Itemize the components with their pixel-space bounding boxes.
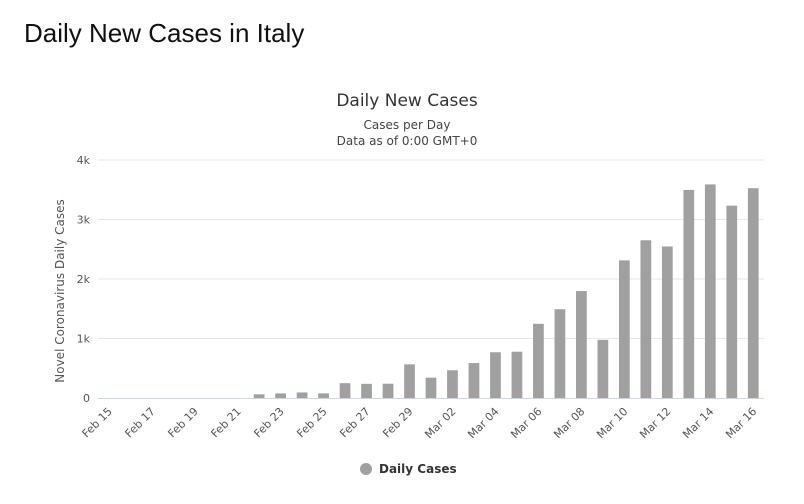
legend-label-daily-cases[interactable]: Daily Cases [379,462,457,476]
y-tick-label: 0 [83,392,90,405]
bar-mar-08[interactable] [576,291,587,398]
bar-feb-26[interactable] [339,383,351,398]
bar-mar-10[interactable] [618,260,630,398]
y-tick-label: 1k [77,333,91,346]
gridlines [98,159,764,339]
x-tick-label: Mar 14 [680,405,716,441]
bar-mar-05[interactable] [511,351,523,398]
x-tick-label: Mar 02 [422,405,458,441]
bar-mar-04[interactable] [490,352,501,398]
x-tick-label: Mar 12 [637,405,673,441]
y-tick-label: 2k [77,273,91,286]
x-tick-label: Feb 21 [208,405,243,440]
bar-mar-12[interactable] [661,246,673,398]
bars [253,184,759,398]
x-tick-label: Feb 27 [337,405,372,440]
bar-mar-16[interactable] [747,188,759,398]
y-tick-label: 4k [77,154,91,167]
bar-feb-27[interactable] [361,383,372,398]
bar-feb-28[interactable] [382,383,394,398]
x-tick-labels: Feb 15 Feb 17 Feb 19 Feb 21 Feb 23 Feb 25 Feb … [80,405,760,441]
bar-mar-09[interactable] [597,339,609,398]
y-tick-label: 3k [77,214,91,227]
bar-mar-11[interactable] [640,240,652,398]
bar-mar-15[interactable] [726,205,738,398]
x-tick-label: Mar 10 [594,405,630,441]
legend-marker[interactable] [360,463,372,475]
bar-mar-03[interactable] [468,363,480,398]
bar-mar-14[interactable] [704,184,716,398]
bar-mar-01[interactable] [425,377,437,398]
bar-mar-07[interactable] [554,309,566,398]
legend[interactable]: Daily Cases [360,462,457,476]
page-heading: Daily New Cases in Italy [24,18,305,48]
bar-feb-24[interactable] [296,392,308,398]
x-tick-label: Mar 16 [723,405,759,441]
y-axis-label: Novel Coronavirus Daily Cases [53,199,67,382]
x-tick-label: Feb 15 [80,405,115,440]
bar-feb-23[interactable] [275,393,286,398]
bar-feb-22[interactable] [253,394,265,398]
bar-mar-02[interactable] [447,370,458,398]
x-tick-label: Feb 23 [251,405,286,440]
y-tick-labels: 0 1k 2k 3k 4k [77,154,91,405]
x-tick-label: Mar 06 [508,405,544,441]
chart-title: Daily New Cases [336,91,478,111]
bar-feb-29[interactable] [404,364,415,398]
bar-mar-13[interactable] [683,189,695,398]
chart-subtitle-line-2: Data as of 0:00 GMT+0 [337,134,478,148]
x-tick-label: Feb 25 [294,405,329,440]
bar-feb-25[interactable] [318,393,329,398]
chart-subtitle-line-1: Cases per Day [364,118,451,132]
x-tick-label: Feb 17 [122,405,157,440]
x-tick-label: Feb 29 [380,405,415,440]
x-tick-label: Mar 04 [465,405,501,441]
x-tick-label: Mar 08 [551,405,587,441]
x-tick-label: Feb 19 [165,405,200,440]
bar-mar-06[interactable] [533,323,544,398]
